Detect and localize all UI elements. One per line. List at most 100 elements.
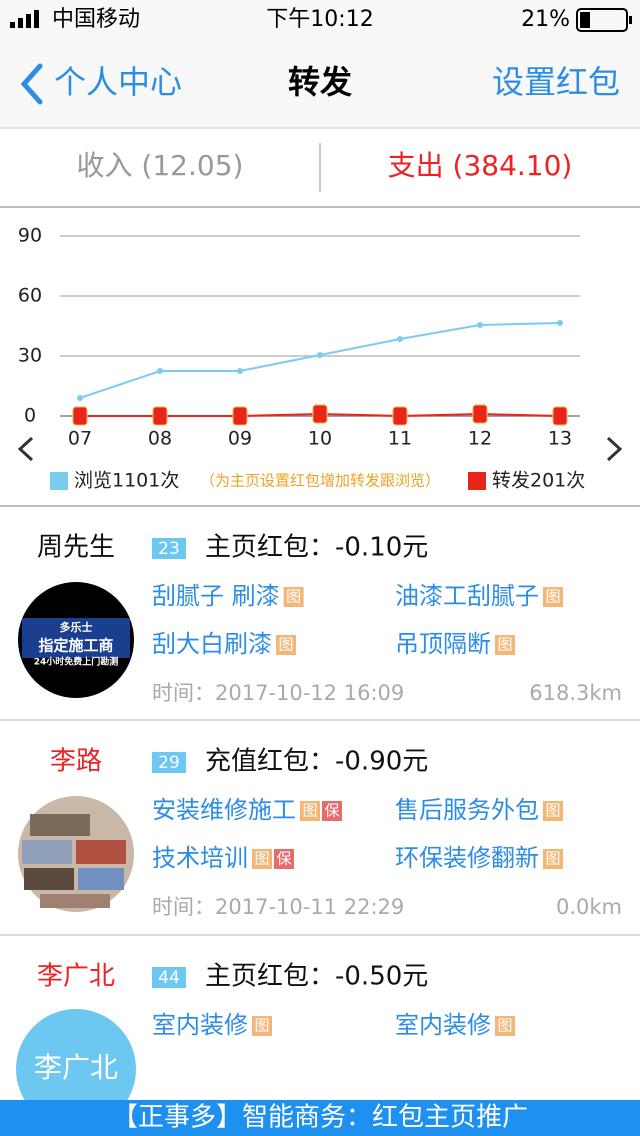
tag[interactable]: 吊顶隔断	[395, 630, 491, 658]
tag-icon-bg	[495, 635, 515, 655]
legend-swatch	[50, 472, 68, 490]
tag-icon: 图	[545, 802, 560, 820]
legend-swatch	[468, 472, 486, 490]
contact-name: 周先生	[37, 533, 115, 563]
contact-name: 李广北	[37, 962, 115, 992]
data-point	[557, 320, 563, 326]
tag[interactable]: 油漆工刮腻子	[395, 582, 539, 610]
x-tick-label: 12	[468, 428, 492, 450]
data-point	[472, 404, 488, 424]
data-point	[392, 406, 408, 426]
badge: 29	[158, 753, 180, 773]
tag-icon-bg	[283, 587, 304, 607]
tag-icon: 保	[276, 850, 291, 868]
data-point	[397, 336, 403, 342]
x-tick-label: 13	[548, 428, 572, 450]
tag[interactable]: 售后服务外包	[395, 796, 539, 824]
avatar-photo	[76, 840, 126, 864]
avatar-photo	[78, 868, 124, 890]
back-arrow[interactable]	[20, 63, 43, 105]
nav-action[interactable]: 设置红包	[492, 63, 620, 101]
tag-icon-bg	[252, 1016, 272, 1036]
avatar-text: 24小时免费上门勘测	[34, 656, 119, 668]
series-line	[79, 322, 561, 399]
contact-name: 李路	[50, 747, 102, 777]
tag-icon-bg	[276, 635, 296, 655]
tag-icon: 图	[545, 588, 560, 606]
tag[interactable]: 安装维修施工	[152, 796, 296, 824]
avatar-text: 李广北	[34, 1051, 118, 1084]
tag-icon: 保	[324, 802, 339, 820]
data-point	[317, 352, 323, 358]
tag[interactable]: 室内装修	[395, 1011, 491, 1039]
item-title: 主页红包：-0.10元	[205, 533, 428, 563]
distance: 618.3km	[529, 681, 622, 705]
prev-arrow[interactable]	[17, 436, 34, 462]
tag[interactable]: 环保装修翻新	[395, 844, 539, 872]
tag[interactable]: 室内装修	[152, 1011, 248, 1039]
data-point	[552, 406, 568, 426]
item-title: 充值红包：-0.90元	[205, 747, 428, 777]
data-point	[72, 406, 88, 426]
back-button[interactable]: 个人中心	[54, 63, 182, 101]
tag-icon-bg	[252, 849, 272, 869]
avatar-banner	[22, 618, 130, 658]
tag-icon-bg	[543, 587, 563, 607]
tag-icon-bg	[495, 1016, 515, 1036]
tag-icon: 图	[302, 802, 317, 820]
tag-icon: 图	[254, 1017, 269, 1035]
data-point	[77, 395, 83, 401]
avatar[interactable]	[16, 1009, 136, 1129]
tag-icon: 图	[286, 588, 301, 606]
y-tick-label: 30	[18, 345, 42, 367]
x-tick-label: 10	[308, 428, 332, 450]
x-tick-label: 11	[388, 428, 412, 450]
tab-income[interactable]: 收入 (12.05)	[77, 149, 244, 182]
avatar-photo	[22, 840, 72, 864]
data-point	[152, 406, 168, 426]
x-tick-label: 08	[148, 428, 172, 450]
tag-icon: 图	[545, 850, 560, 868]
chart-annotation: （为主页设置红包增加转发跟浏览）	[200, 472, 440, 490]
tag-icon-bg	[543, 849, 563, 869]
tag[interactable]: 刮大白刷漆	[152, 630, 272, 658]
nav-title: 转发	[288, 63, 352, 101]
tag[interactable]: 刮腻子 刷漆	[152, 582, 280, 610]
legend-label: 转发201次	[492, 470, 585, 492]
time-label: 时间：	[152, 895, 215, 919]
time: 2017-10-12 16:09	[215, 681, 404, 705]
tag[interactable]: 技术培训	[152, 844, 248, 872]
avatar-text: 指定施工商	[38, 637, 113, 655]
data-point	[157, 368, 163, 374]
x-tick-label: 07	[68, 428, 92, 450]
data-point	[477, 322, 483, 328]
header-bg	[0, 0, 640, 128]
banner-bg[interactable]	[0, 1100, 640, 1136]
badge: 23	[158, 539, 180, 559]
avatar-text: 多乐士	[60, 620, 93, 634]
avatar-photo	[24, 868, 74, 890]
tag-icon-bg	[322, 801, 342, 821]
badge-bg	[152, 538, 186, 559]
avatar-photo	[40, 894, 110, 908]
signal	[10, 10, 39, 28]
item-title: 主页红包：-0.50元	[205, 962, 428, 992]
carrier: 中国移动	[52, 7, 140, 32]
badge-bg	[152, 752, 186, 773]
tag-icon: 图	[497, 636, 512, 654]
data-point	[312, 404, 328, 424]
tab-expense[interactable]: 支出 (384.10)	[388, 149, 573, 182]
badge-bg	[152, 967, 186, 988]
time-label: 时间：	[152, 681, 215, 705]
x-tick-label: 09	[228, 428, 252, 450]
next-arrow[interactable]	[606, 436, 623, 462]
distance: 0.0km	[556, 895, 622, 919]
data-point	[237, 368, 243, 374]
legend-label: 浏览1101次	[74, 470, 179, 492]
banner[interactable]: 【正事多】智能商务：红包主页推广	[112, 1103, 528, 1133]
tag-icon-bg	[274, 849, 294, 869]
battery-icon	[576, 8, 632, 32]
y-tick-label: 0	[24, 405, 36, 427]
